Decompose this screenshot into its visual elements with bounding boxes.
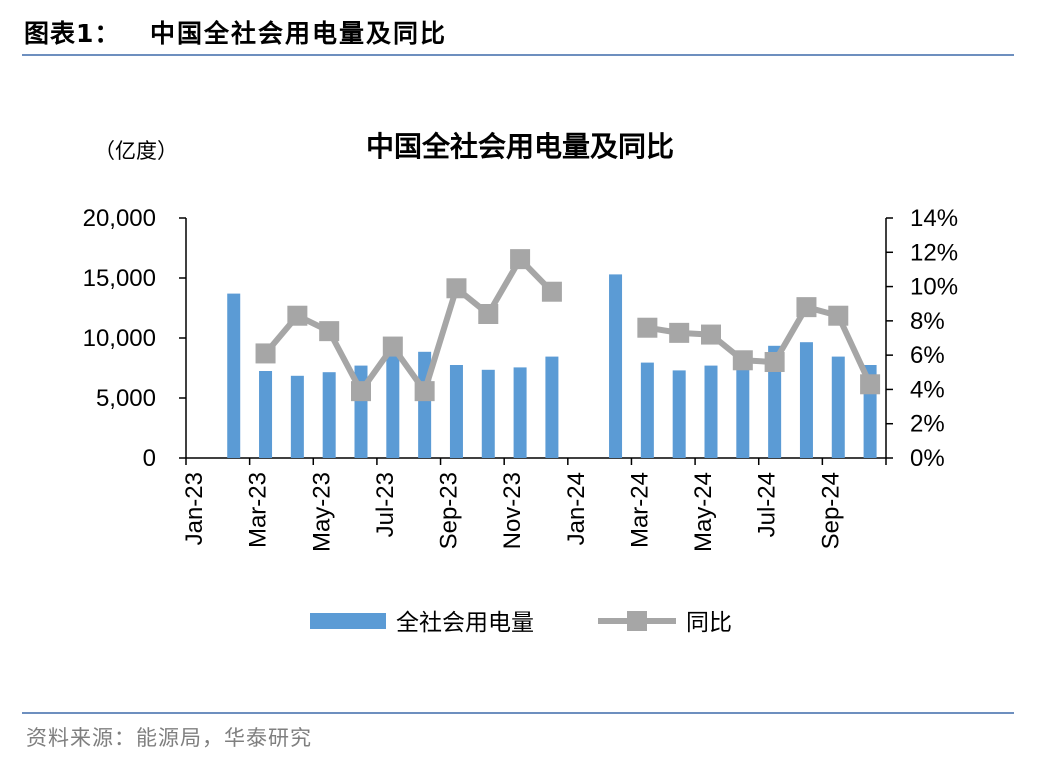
bar (640, 362, 654, 458)
bar-series (227, 274, 877, 458)
figure-header: 图表1： 中国全社会用电量及同比 (22, 8, 1014, 56)
figure-title: 中国全社会用电量及同比 (150, 19, 448, 48)
bar (609, 274, 623, 458)
line-path (263, 256, 555, 395)
y-right-tick-label: 10% (910, 274, 958, 301)
line-marker (510, 249, 531, 270)
line-marker (701, 324, 721, 345)
line-marker (255, 343, 276, 364)
y-right-tick-label: 8% (910, 308, 945, 335)
y-left-tick-label: 10,000 (83, 325, 156, 352)
y-left-tick-label: 20,000 (83, 205, 156, 232)
line-marker (796, 297, 817, 318)
x-tick-label: Jul-23 (372, 472, 399, 537)
bar (322, 372, 336, 458)
y-right-tick-label: 0% (910, 445, 945, 472)
line-marker (287, 305, 308, 326)
chart-title: 中国全社会用电量及同比 (366, 130, 674, 163)
x-tick-label: Jul-24 (754, 472, 781, 537)
line-marker (860, 374, 881, 395)
x-tick-label: Sep-24 (817, 472, 844, 549)
legend: 全社会用电量 同比 (310, 610, 732, 636)
bar (672, 370, 686, 458)
bar (768, 345, 782, 458)
source-note: 资料来源：能源局，华泰研究 (26, 726, 312, 750)
bar (449, 365, 463, 458)
line-marker (446, 278, 467, 299)
line-marker (541, 281, 562, 302)
axes: 0 5,000 10,000 15,000 20,000 0% 2% 4% 6% 8% 10% 12%… (83, 205, 958, 552)
line-series (255, 249, 881, 402)
x-tick-label: May-24 (690, 472, 717, 552)
legend-label-line: 同比 (686, 610, 732, 636)
line-marker (828, 305, 849, 326)
legend-swatch-marker (627, 611, 647, 631)
bar (736, 360, 750, 458)
bar (831, 356, 845, 458)
line-marker (637, 317, 658, 338)
legend-label-bar: 全社会用电量 (396, 610, 534, 636)
x-tick-label: Sep-23 (436, 472, 463, 549)
bar (513, 367, 527, 458)
chart-canvas: 中国全社会用电量及同比 （亿度） 0 5,000 10,000 15,000 20,00… (83, 130, 958, 636)
x-tick-label: Jan-23 (181, 472, 208, 545)
x-tick-label: May-23 (308, 472, 335, 552)
legend-swatch-bar (310, 613, 386, 629)
line-marker (414, 381, 435, 402)
bar (386, 353, 400, 458)
bar (290, 375, 304, 458)
y-right-tick-label: 6% (910, 342, 945, 369)
bar (481, 369, 495, 458)
y-left-tick-label: 0 (143, 445, 156, 472)
y-left-tick-label: 15,000 (83, 265, 156, 292)
line-marker (382, 336, 403, 357)
y-right-tick-label: 12% (910, 239, 958, 266)
line-marker (478, 304, 499, 324)
x-tick-label: Mar-24 (626, 472, 653, 548)
bar (704, 365, 718, 458)
figure-label: 图表1： (24, 19, 121, 48)
y-right-tick-label: 14% (910, 205, 958, 232)
left-axis-unit: （亿度） (94, 139, 178, 163)
line-marker (669, 322, 690, 343)
line-marker (764, 352, 785, 372)
x-tick-label: Mar-23 (245, 472, 272, 548)
y-left-tick-label: 5,000 (96, 385, 156, 412)
line-marker (732, 350, 753, 371)
footer-divider (22, 712, 1014, 714)
x-tick-label: Jan-24 (563, 472, 590, 545)
y-right-tick-label: 4% (910, 376, 945, 403)
bar (545, 356, 559, 458)
y-right-tick-label: 2% (910, 411, 945, 438)
line-marker (319, 321, 340, 342)
bar (259, 371, 273, 458)
bar (799, 342, 813, 458)
line-marker (351, 381, 371, 402)
x-tick-label: Nov-23 (499, 472, 526, 549)
bar (227, 293, 241, 458)
